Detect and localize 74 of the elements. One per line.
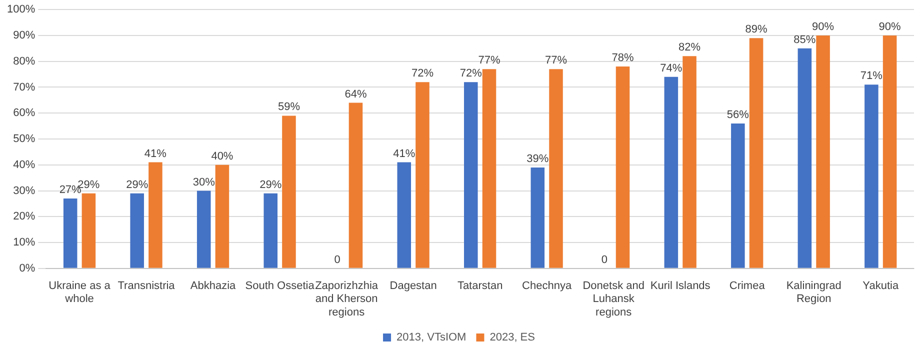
data-label: 29% <box>260 178 282 191</box>
bar <box>130 193 144 268</box>
x-tick-label: Transnistria <box>118 280 176 292</box>
x-tick-label: Crimea <box>729 280 766 292</box>
bar <box>348 102 363 268</box>
bar <box>196 190 211 268</box>
data-label: 30% <box>192 176 216 188</box>
x-tick-label: Yakutia <box>862 280 900 292</box>
y-tick-label: 40% <box>13 158 36 171</box>
y-tick-label: 20% <box>13 210 36 223</box>
legend-label: 2023, ES <box>490 332 535 344</box>
data-label: 41% <box>144 148 167 160</box>
x-tick-label: South Ossetia <box>245 280 316 292</box>
data-label: 72% <box>460 68 482 80</box>
bar <box>530 167 545 268</box>
y-tick-label: 0% <box>19 262 36 274</box>
data-label: 72% <box>411 68 434 80</box>
data-label: 71% <box>860 70 883 82</box>
x-tick-label: Chechnya <box>522 280 572 292</box>
data-label: 64% <box>344 88 367 100</box>
data-label: 59% <box>278 101 300 114</box>
bar <box>215 164 230 268</box>
y-tick-label: 50% <box>13 133 36 146</box>
bar <box>864 84 878 268</box>
y-tick-label: 100% <box>6 4 36 16</box>
x-tick-label: Zaporizhzhia and Kherson regions <box>315 280 379 318</box>
data-label: 77% <box>544 54 568 67</box>
x-tick-label: Tatarstan <box>457 280 503 292</box>
bar <box>882 35 897 268</box>
bar <box>749 38 764 268</box>
data-label: 29% <box>126 178 148 191</box>
data-label: 74% <box>660 62 682 74</box>
bar <box>282 116 296 268</box>
data-label: 39% <box>526 153 549 165</box>
bar <box>148 162 162 268</box>
y-tick-label: 70% <box>13 81 36 94</box>
bar <box>63 198 78 268</box>
bar <box>464 82 478 268</box>
bar <box>416 82 430 268</box>
bar <box>82 193 96 268</box>
data-label: 90% <box>878 21 902 34</box>
y-tick-label: 90% <box>13 30 36 42</box>
bar <box>616 66 630 268</box>
data-label: 90% <box>812 21 834 34</box>
y-tick-label: 60% <box>13 107 36 120</box>
bar <box>816 35 830 268</box>
data-label: 85% <box>794 34 816 46</box>
data-label: 0 <box>334 254 340 266</box>
bar <box>798 48 812 268</box>
bar <box>549 69 563 268</box>
data-label: 40% <box>211 150 234 162</box>
y-tick-label: 10% <box>13 236 36 249</box>
x-tick-label: Ukraine as a whole <box>48 280 112 306</box>
bar <box>264 193 278 268</box>
data-label: 82% <box>678 42 701 54</box>
x-tick-label: Dagestan <box>390 280 437 292</box>
bar <box>682 56 696 268</box>
x-tick-label: Donetsk and Luhansk regions <box>582 280 644 318</box>
bar <box>664 76 678 268</box>
y-tick-label: 80% <box>13 55 36 68</box>
legend-label: 2013, VTsIOM <box>396 332 466 344</box>
data-label: 41% <box>393 148 416 160</box>
bar <box>482 69 496 268</box>
y-tick-label: 30% <box>13 184 36 197</box>
x-tick-label: Kaliningrad Region <box>786 280 842 306</box>
x-tick-label: Kuril Islands <box>650 280 711 292</box>
data-label: 89% <box>745 24 768 36</box>
bar <box>397 162 412 268</box>
x-tick-label: Abkhazia <box>190 280 237 292</box>
data-label: 78% <box>612 52 634 64</box>
data-label: 56% <box>726 109 750 122</box>
data-label: 77% <box>478 54 500 67</box>
data-label: 0 <box>601 254 608 266</box>
bar <box>731 123 745 268</box>
